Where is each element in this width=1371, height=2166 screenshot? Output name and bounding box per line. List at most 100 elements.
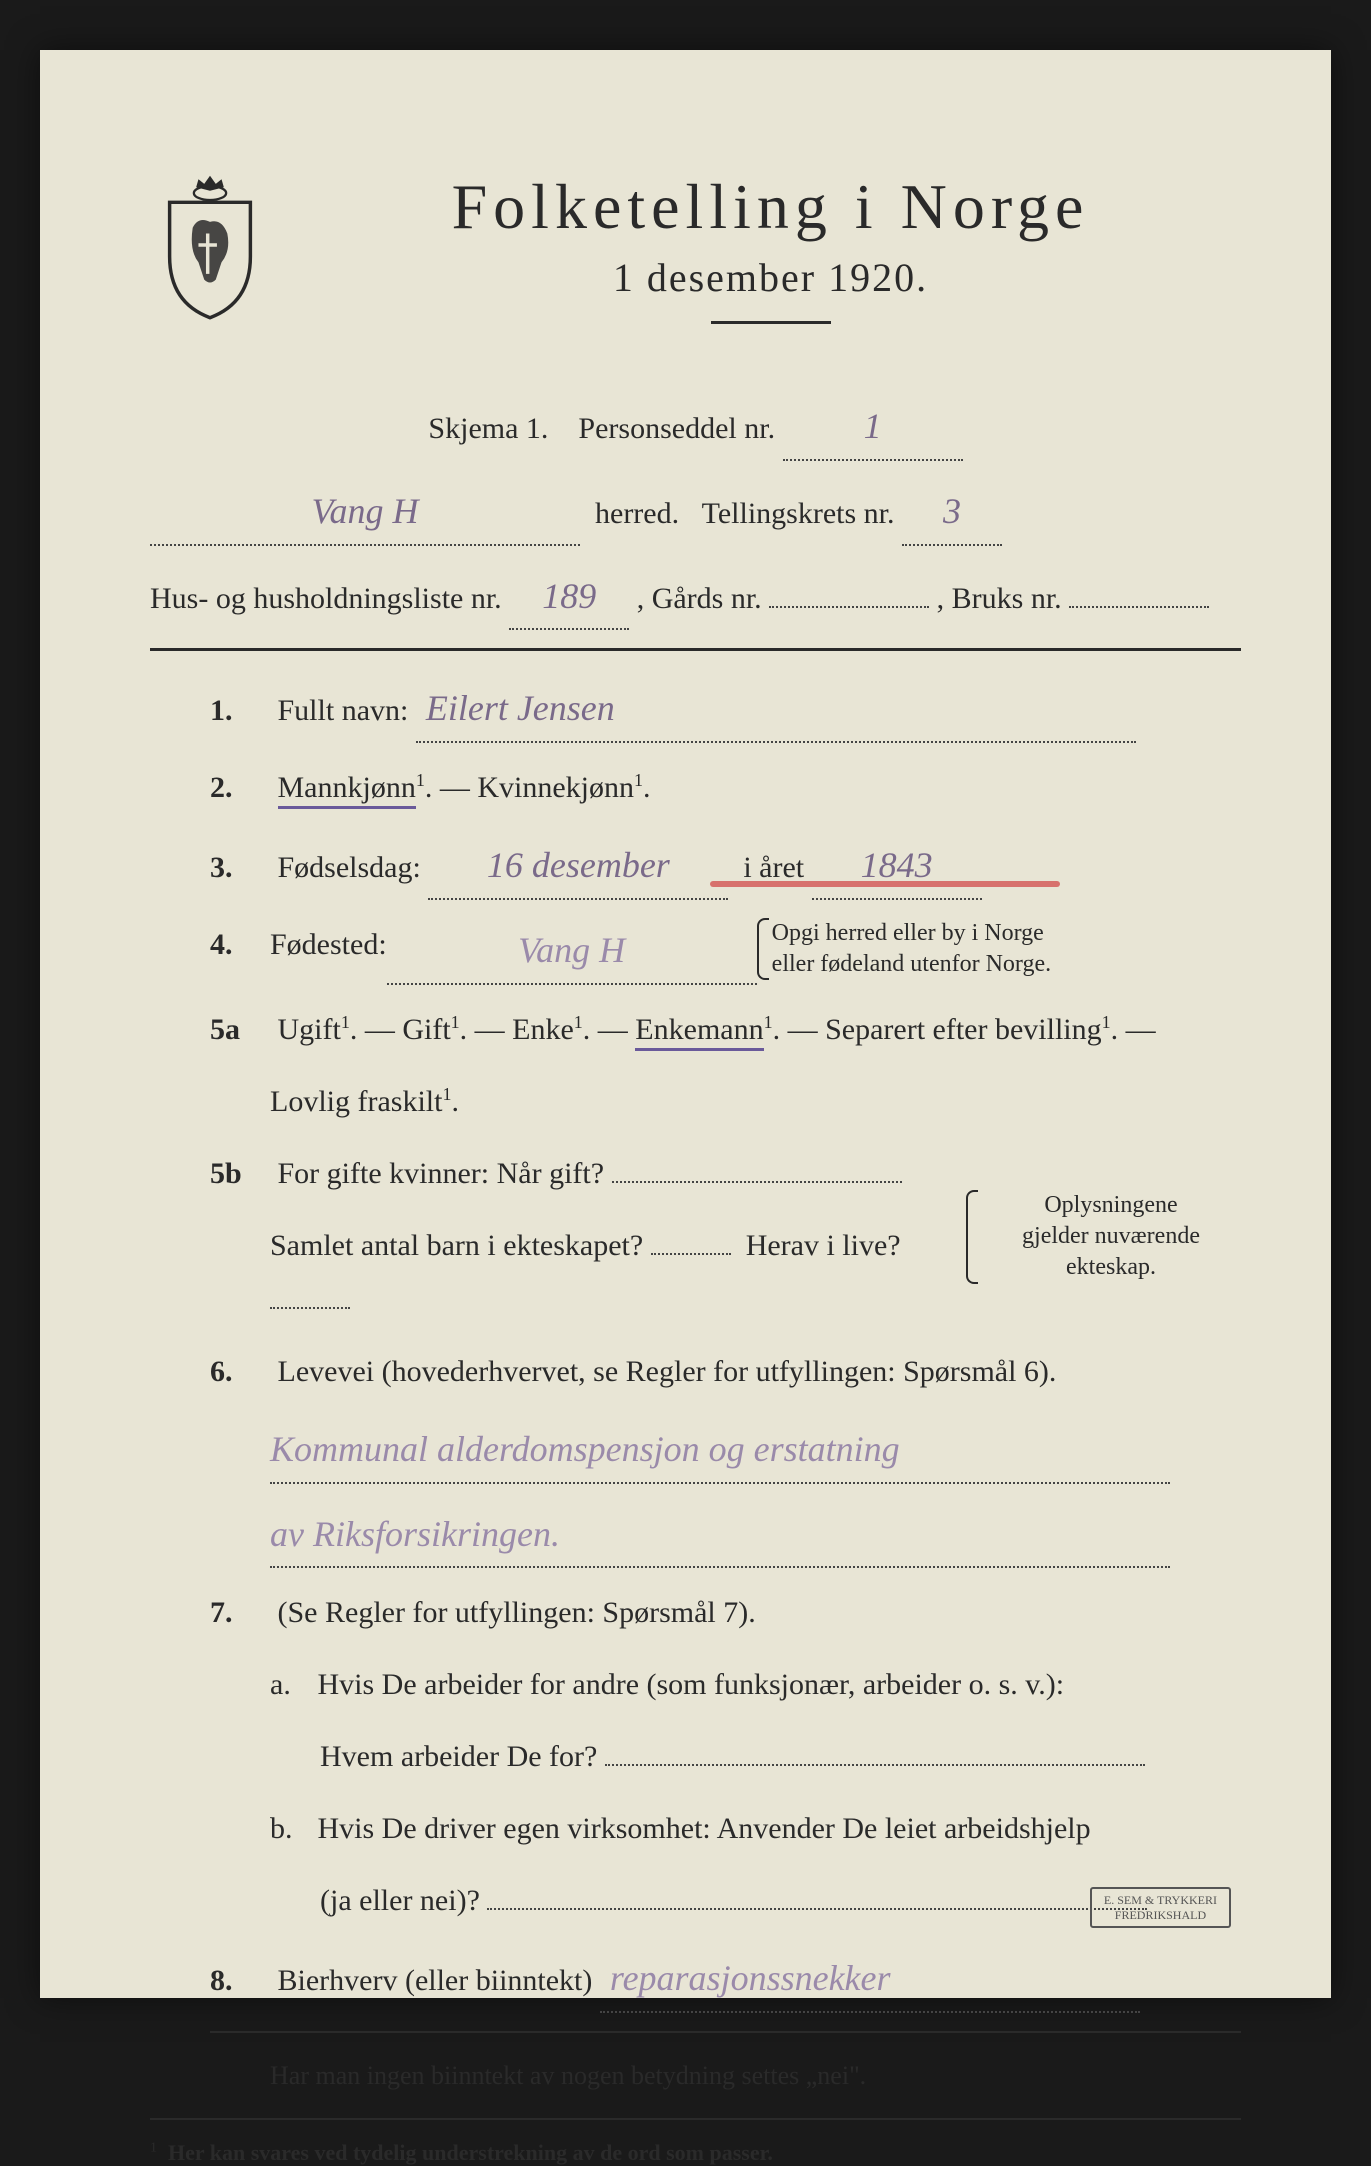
q7-line: 7. (Se Regler for utfyllingen: Spørsmål … (150, 1586, 1241, 1640)
q4-value: Vang H (518, 930, 625, 970)
census-form-page: Folketelling i Norge 1 desember 1920. Sk… (40, 50, 1331, 1998)
q4-note: Opgi herred eller by i Norge eller fødel… (772, 918, 1102, 980)
printer-stamp: E. SEM & TRYKKERI FREDRIKSHALD (1090, 1887, 1231, 1928)
q5a-num: 5a (210, 1003, 250, 1057)
liste-nr-value: 189 (542, 576, 596, 616)
q2-opt1: Mannkjønn (278, 771, 416, 809)
hushold-line: Hus- og husholdningsliste nr. 189 , Gård… (150, 564, 1241, 631)
q5b-label3: Herav i live? (746, 1229, 901, 1262)
q5b-row1: 5b For gifte kvinner: Når gift? (210, 1147, 981, 1201)
q7a-text1: Hvis De arbeider for andre (som funksjon… (318, 1668, 1065, 1701)
q7b-line1: b. Hvis De driver egen virksomhet: Anven… (150, 1802, 1241, 1856)
q7a-field (605, 1764, 1145, 1766)
q7b-field (487, 1908, 1147, 1910)
q3-day-value: 16 desember (487, 845, 670, 885)
bruks-field (1069, 606, 1209, 608)
footnote: 1 Her kan svares ved tydelig understrekn… (150, 2140, 1241, 2166)
herred-label: herred. (595, 497, 679, 530)
q8-value: reparasjonssnekker (610, 1958, 891, 1998)
liste-nr-field: 189 (509, 564, 629, 631)
krets-field: 3 (902, 479, 1002, 546)
q5b-barn-field (651, 1253, 731, 1255)
q7a-text2: Hvem arbeider De for? (320, 1740, 597, 1773)
q5b-block: 5b For gifte kvinner: Når gift? Samlet a… (150, 1147, 1241, 1327)
q6-value-line2: av Riksforsikringen. (150, 1502, 1241, 1569)
q4-field: Vang H (387, 918, 757, 985)
q6-field2: av Riksforsikringen. (270, 1502, 1170, 1569)
q7-num: 7. (210, 1586, 250, 1640)
herred-field: Vang H (150, 479, 580, 546)
q5a-opt2: Enke (512, 1013, 574, 1046)
q1-label: Fullt navn: (278, 694, 409, 727)
q7b-label: b. (270, 1802, 310, 1856)
q6-num: 6. (210, 1345, 250, 1399)
header: Folketelling i Norge 1 desember 1920. (150, 170, 1241, 354)
red-crayon-mark (710, 881, 1060, 887)
q7a-line1: a. Hvis De arbeider for andre (som funks… (150, 1658, 1241, 1712)
person-label: Personseddel nr. (578, 412, 775, 445)
q5b-num: 5b (210, 1147, 250, 1201)
herred-line: Vang H herred. Tellingskrets nr. 3 (150, 479, 1241, 546)
q5a-last: Lovlig fraskilt (270, 1085, 442, 1118)
krets-value: 3 (943, 491, 961, 531)
q7b-text1: Hvis De driver egen virksomhet: Anvender… (318, 1812, 1091, 1845)
footnote-text: Her kan svares ved tydelig understreknin… (168, 2140, 773, 2165)
q3-day-field: 16 desember (428, 833, 728, 900)
q8-line: 8. Bierhverv (eller biinntekt) reparasjo… (150, 1946, 1241, 2013)
q5b-label1: For gifte kvinner: Når gift? (278, 1157, 605, 1190)
q6-field1: Kommunal alderdomspensjon og erstatning (270, 1417, 1170, 1484)
title-divider (711, 321, 831, 324)
q2-line: 2. Mannkjønn1. — Kvinnekjønn1. (150, 761, 1241, 815)
q8-label: Bierhverv (eller biinntekt) (278, 1964, 593, 1997)
q2-num: 2. (210, 761, 250, 815)
coat-of-arms-icon (150, 170, 270, 320)
q5b-live-field (270, 1307, 350, 1309)
q4-line: 4. Fødested: Vang H Opgi herred eller by… (150, 918, 1241, 985)
q5b-left: 5b For gifte kvinner: Når gift? Samlet a… (210, 1147, 981, 1327)
q3-year-value: 1843 (861, 845, 933, 885)
q5a-opt4: Separert efter bevilling (825, 1013, 1102, 1046)
subtitle: 1 desember 1920. (300, 254, 1241, 301)
q4-label: Fødested: (270, 918, 387, 972)
q3-num: 3. (210, 841, 250, 895)
q6-value1: Kommunal alderdomspensjon og erstatning (270, 1429, 900, 1469)
q3-year-label: i året (743, 851, 804, 884)
q8-field: reparasjonssnekker (600, 1946, 1140, 2013)
q1-value: Eilert Jensen (426, 688, 615, 728)
q6-value-line1: Kommunal alderdomspensjon og erstatning (150, 1417, 1241, 1484)
q2-opt2: Kvinnekjønn (477, 771, 634, 804)
q6-value2: av Riksforsikringen. (270, 1514, 560, 1554)
main-title: Folketelling i Norge (300, 170, 1241, 244)
herred-value: Vang H (312, 491, 419, 531)
q5b-gift-field (612, 1181, 902, 1183)
q7a-line2: Hvem arbeider De for? (150, 1730, 1241, 1784)
q6-label: Levevei (hovederhvervet, se Regler for u… (278, 1355, 1057, 1388)
q5a-line: 5a Ugift1. — Gift1. — Enke1. — Enkemann1… (150, 1003, 1241, 1057)
person-nr-field: 1 (783, 394, 963, 461)
person-nr-value: 1 (864, 406, 882, 446)
q5a-opt3: Enkemann (635, 1013, 763, 1051)
q5b-note: Oplysningene gjelder nuværende ekteskap. (981, 1190, 1241, 1284)
q5a-line2: Lovlig fraskilt1. (150, 1075, 1241, 1129)
skjema-label: Skjema 1. (428, 412, 548, 445)
q7b-text2: (ja eller nei)? (320, 1884, 480, 1917)
q1-field: Eilert Jensen (416, 676, 1136, 743)
divider-1 (150, 648, 1241, 651)
skjema-line: Skjema 1. Personseddel nr. 1 (150, 394, 1241, 461)
gards-field (769, 606, 929, 608)
krets-label: Tellingskrets nr. (702, 497, 895, 530)
bottom-note: Har man ingen biinntekt av nogen betydni… (150, 2053, 1241, 2100)
q1-num: 1. (210, 684, 250, 738)
q8-num: 8. (210, 1954, 250, 2008)
hushold-label: Hus- og husholdningsliste nr. (150, 582, 502, 615)
q6-line: 6. Levevei (hovederhvervet, se Regler fo… (150, 1345, 1241, 1399)
q3-label: Fødselsdag: (278, 851, 421, 884)
bruks-label: , Bruks nr. (937, 582, 1062, 615)
q1-line: 1. Fullt navn: Eilert Jensen (150, 676, 1241, 743)
q7-label: (Se Regler for utfyllingen: Spørsmål 7). (278, 1596, 756, 1629)
q3-line: 3. Fødselsdag: 16 desember i året 1843 (150, 833, 1241, 900)
q5b-label2: Samlet antal barn i ekteskapet? (270, 1229, 643, 1262)
q3-year-field: 1843 (812, 833, 982, 900)
q5a-opt1: Gift (402, 1013, 450, 1046)
gards-label: , Gårds nr. (637, 582, 762, 615)
